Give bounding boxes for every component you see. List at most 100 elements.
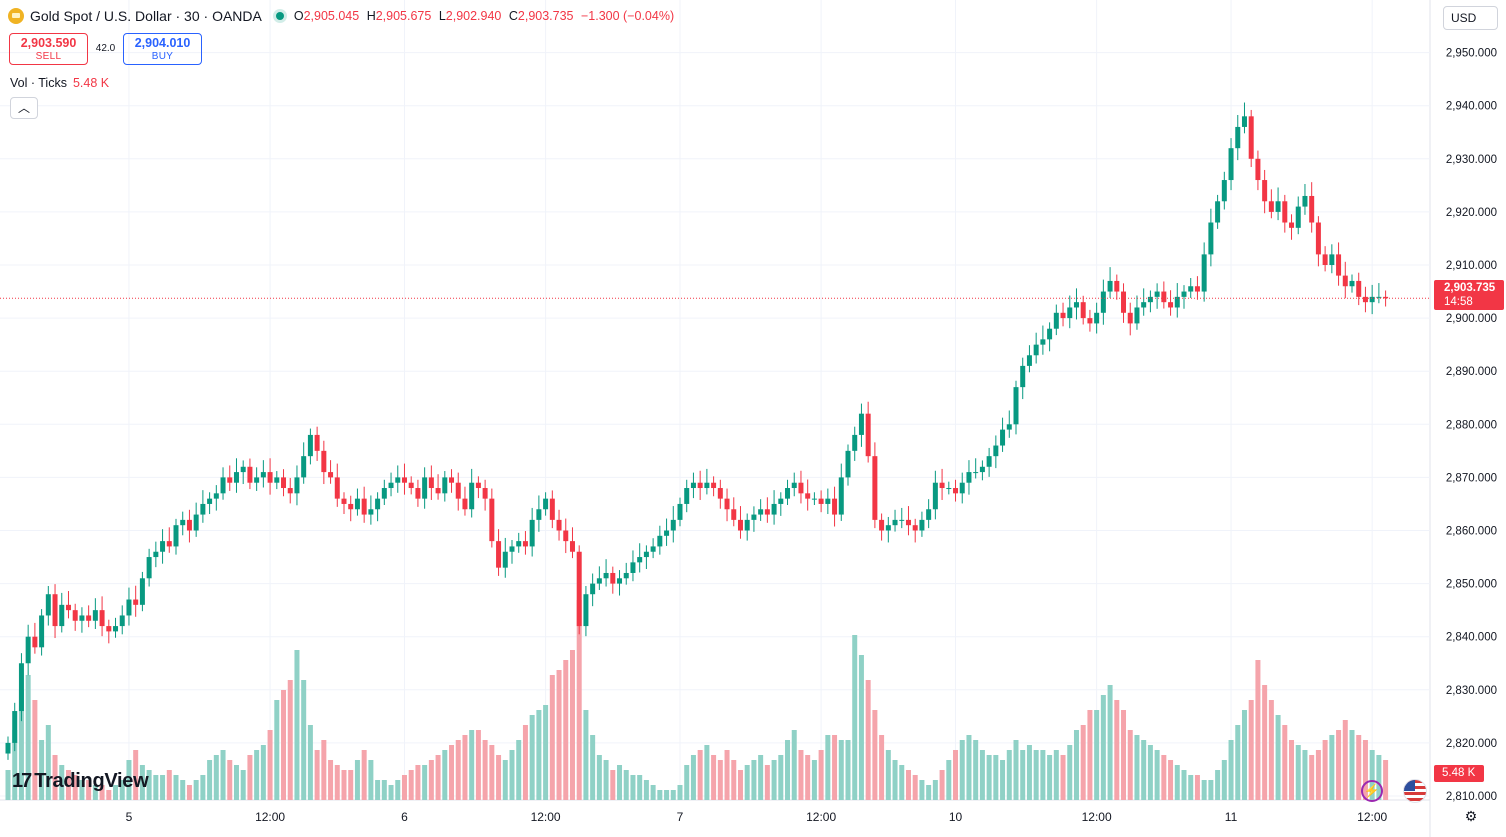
volume-bar [872,710,878,800]
candle-body [247,466,253,483]
volume-bar [1302,750,1308,800]
candle-body [966,472,972,483]
volume-bar [1147,745,1153,800]
volume-bar [1033,750,1039,800]
volume-bar [791,730,797,800]
volume-bar [1073,730,1079,800]
candle-body [899,519,905,521]
volume-bar [287,680,293,800]
price-tick-label: 2,840.000 [1446,632,1497,644]
candle-body [5,742,11,754]
volume-bar [650,785,656,800]
volume-bar [1221,760,1227,800]
volume-bar [294,650,300,800]
candle-body [106,626,112,632]
candle-body [193,514,199,531]
volume-bar [1134,735,1140,800]
symbol-title[interactable]: Gold Spot / U.S. Dollar · 30 · OANDA [30,8,262,24]
candle-body [1322,254,1328,265]
volume-bar [610,770,616,800]
volume-bar [825,735,831,800]
candle-body [489,498,495,542]
candle-body [509,546,515,552]
sell-button[interactable]: 2,903.590 SELL [9,33,88,65]
candle-body [267,472,273,483]
time-tick-label: 6 [401,810,408,824]
time-tick-label: 12:00 [1357,810,1387,824]
volume-bar [153,775,159,800]
volume-bar [737,770,743,800]
volume-bar [455,740,461,800]
volume-legend[interactable]: Vol · Ticks 5.48 K [10,76,109,90]
time-tick-label: 7 [677,810,684,824]
volume-bar [979,750,985,800]
volume-bar [1268,700,1274,800]
volume-bar [516,740,522,800]
tradingview-logo[interactable]: 17 TradingView [12,770,149,793]
volume-bar [892,760,898,800]
symbol-header: Gold Spot / U.S. Dollar · 30 · OANDA O2,… [8,8,678,24]
price-tick-label: 2,930.000 [1446,154,1497,166]
volume-bar [1349,730,1355,800]
flash-icon[interactable]: ⚡ [1361,780,1383,802]
volume-bar [328,760,334,800]
volume-bar [1362,740,1368,800]
volume-bar [126,760,132,800]
volume-bar [932,780,938,800]
collapse-legend-button[interactable]: ︿ [10,97,38,119]
candle-body [173,525,179,547]
candle-body [18,663,24,712]
us-flag-icon[interactable] [1403,779,1427,803]
candle-body [72,610,78,621]
volume-bar [1255,660,1261,800]
candle-body [717,488,723,499]
candle-body [811,498,817,500]
candle-body [375,498,381,510]
volume-bar [758,755,764,800]
candle-body [657,535,663,547]
volume-bar [657,790,663,800]
candle-body [213,493,219,499]
volume-bar [617,765,623,800]
volume-bar [1215,770,1221,800]
volume-bar [677,785,683,800]
volume-bar [321,740,327,800]
candle-body [852,434,858,451]
buy-button[interactable]: 2,904.010 BUY [123,33,202,65]
ohlc-high-key: H [366,9,376,23]
candle-body [905,519,911,526]
candle-body [1255,158,1261,181]
volume-bar [25,675,31,800]
candle-body [469,482,475,510]
candle-body [1336,254,1342,276]
volume-bar [845,740,851,800]
volume-bar [1201,780,1207,800]
volume-bar [711,755,717,800]
volume-bar [879,735,885,800]
candle-body [254,477,260,483]
volume-bar [1168,760,1174,800]
candle-body [449,477,455,483]
candle-body [146,557,152,579]
time-tick-label: 12:00 [1082,810,1112,824]
price-tick-label: 2,950.000 [1446,48,1497,60]
volume-bar [341,770,347,800]
price-axis [1430,0,1506,837]
currency-selector[interactable]: USD [1443,6,1498,30]
candle-body [610,572,616,584]
volume-bar [744,765,750,800]
candle-body [1356,280,1362,297]
candle-body [1067,307,1073,319]
volume-bar [375,780,381,800]
volume-bar [953,750,959,800]
volume-bar [818,750,824,800]
candle-body [939,482,945,489]
ohlc-open-value: 2,905.045 [303,9,360,23]
candle-body [684,488,690,504]
candle-body [993,445,999,457]
candle-body [637,557,643,563]
candle-body [805,493,811,499]
settings-gear-icon[interactable]: ⚙ [1464,808,1478,824]
candle-body [1033,344,1039,356]
